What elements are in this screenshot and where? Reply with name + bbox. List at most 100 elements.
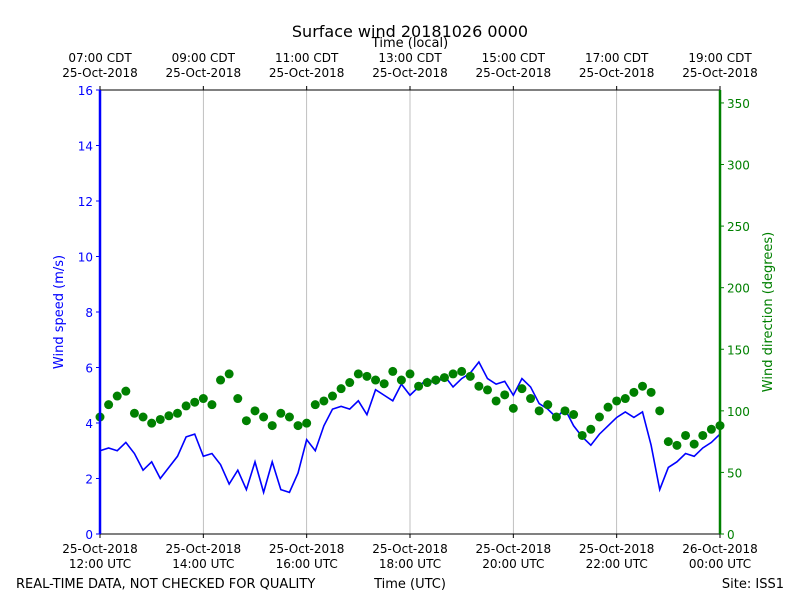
top-tick-label: 15:00 CDT <box>482 51 546 65</box>
top-tick-label: 09:00 CDT <box>172 51 236 65</box>
x-tick-label: 20:00 UTC <box>482 557 544 571</box>
direction-point <box>681 430 691 440</box>
y2-tick-label: 150 <box>727 343 750 357</box>
top-tick-label: 25-Oct-2018 <box>579 66 655 80</box>
direction-point <box>405 369 415 379</box>
direction-point <box>448 369 458 379</box>
direction-point <box>112 391 122 401</box>
direction-point <box>483 385 492 395</box>
y2-tick-label: 50 <box>727 466 742 480</box>
direction-point <box>302 418 312 428</box>
direction-point <box>129 408 139 418</box>
x-tick-label: 14:00 UTC <box>172 557 234 571</box>
direction-point <box>706 424 716 434</box>
y2-tick-label: 350 <box>727 97 750 111</box>
y-axis-label: Wind speed (m/s) <box>52 255 67 369</box>
direction-point <box>362 371 372 381</box>
direction-point <box>155 414 165 424</box>
direction-point <box>612 396 622 406</box>
direction-point <box>267 421 277 431</box>
x-tick-label: 18:00 UTC <box>379 557 441 571</box>
direction-point <box>620 394 630 404</box>
x-tick-label: 22:00 UTC <box>586 557 648 571</box>
direction-point <box>431 375 441 385</box>
x-tick-label: 25-Oct-2018 <box>476 542 552 556</box>
direction-point <box>224 369 234 379</box>
direction-point <box>551 412 561 422</box>
direction-point <box>250 406 260 416</box>
y-tick-label: 6 <box>85 362 93 376</box>
direction-point <box>689 439 699 449</box>
direction-point <box>663 437 673 447</box>
direction-point <box>388 366 398 376</box>
direction-point <box>457 366 467 376</box>
direction-point <box>198 394 208 404</box>
direction-point <box>164 411 174 421</box>
top-tick-label: 25-Oct-2018 <box>62 66 138 80</box>
direction-point <box>517 384 527 394</box>
x-tick-label: 25-Oct-2018 <box>62 542 138 556</box>
direction-point <box>104 400 114 410</box>
direction-point <box>207 400 217 410</box>
top-tick-label: 07:00 CDT <box>68 51 132 65</box>
site-label: Site: ISS1 <box>722 577 784 592</box>
direction-point <box>396 375 406 385</box>
direction-point <box>672 440 682 450</box>
y2-tick-label: 0 <box>727 528 735 542</box>
top-tick-label: 25-Oct-2018 <box>476 66 552 80</box>
direction-point <box>655 406 665 416</box>
y-tick-label: 16 <box>78 84 93 98</box>
top-tick-label: 13:00 CDT <box>378 51 442 65</box>
top-tick-label: 11:00 CDT <box>275 51 339 65</box>
direction-point <box>353 369 363 379</box>
y2-tick-label: 250 <box>727 220 750 234</box>
direction-point <box>594 412 604 422</box>
direction-point <box>345 378 355 388</box>
direction-point <box>293 421 303 431</box>
direction-point <box>371 375 381 385</box>
direction-point <box>491 396 501 406</box>
direction-point <box>508 403 518 413</box>
direction-point <box>276 408 286 418</box>
direction-point <box>336 384 346 394</box>
direction-point <box>586 424 596 434</box>
direction-point <box>638 381 647 391</box>
direction-point <box>500 390 510 400</box>
direction-point <box>646 387 656 397</box>
top-tick-label: 25-Oct-2018 <box>269 66 345 80</box>
direction-point <box>121 386 131 396</box>
x-tick-label: 12:00 UTC <box>69 557 131 571</box>
top-tick-label: 17:00 CDT <box>585 51 649 65</box>
x-tick-label: 25-Oct-2018 <box>579 542 655 556</box>
direction-point <box>233 394 243 404</box>
x-tick-label: 25-Oct-2018 <box>166 542 242 556</box>
direction-point <box>569 410 579 420</box>
top-tick-label: 25-Oct-2018 <box>682 66 758 80</box>
direction-point <box>190 397 200 407</box>
x-axis-label: Time (UTC) <box>373 577 446 592</box>
direction-point <box>465 371 475 381</box>
direction-point <box>284 412 294 422</box>
x-tick-label: 25-Oct-2018 <box>269 542 345 556</box>
direction-point <box>173 408 182 418</box>
y-tick-label: 12 <box>78 195 93 209</box>
speed-line <box>99 360 721 496</box>
y2-tick-label: 300 <box>727 159 750 173</box>
x-tick-label: 00:00 UTC <box>689 557 751 571</box>
direction-point <box>138 412 148 422</box>
direction-point <box>534 406 544 416</box>
direction-point <box>328 391 337 401</box>
top-tick-label: 25-Oct-2018 <box>372 66 448 80</box>
direction-point <box>629 387 639 397</box>
direction-point <box>414 381 424 391</box>
direction-point <box>259 412 269 422</box>
y2-tick-label: 200 <box>727 282 750 296</box>
direction-point <box>543 400 553 410</box>
direction-point <box>216 375 226 385</box>
direction-point <box>474 381 484 391</box>
y-tick-label: 8 <box>85 306 93 320</box>
y2-axis-label: Wind direction (degrees) <box>761 232 776 392</box>
direction-point <box>319 396 329 406</box>
direction-point <box>181 401 191 411</box>
